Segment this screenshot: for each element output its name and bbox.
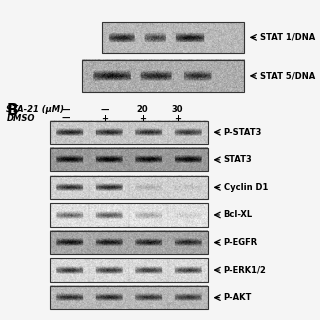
Text: +: + [139, 114, 146, 123]
Text: STAT3: STAT3 [224, 155, 252, 164]
Bar [50, 176, 208, 199]
Text: —: — [61, 105, 70, 114]
Text: STAT 1/DNA: STAT 1/DNA [260, 33, 315, 42]
Bar [50, 231, 208, 254]
Bar [102, 22, 244, 52]
Bar [50, 148, 208, 172]
Text: +: + [174, 114, 181, 123]
Text: P-EGFR: P-EGFR [224, 238, 258, 247]
Text: 20: 20 [137, 105, 148, 114]
Bar [50, 286, 208, 309]
Bar [82, 60, 244, 92]
Bar [50, 203, 208, 227]
Text: —: — [100, 105, 109, 114]
Text: P-ERK1/2: P-ERK1/2 [224, 266, 267, 275]
Text: P-STAT3: P-STAT3 [224, 128, 262, 137]
Text: Cyclin D1: Cyclin D1 [224, 183, 268, 192]
Text: Bcl-XL: Bcl-XL [224, 211, 253, 220]
Text: STA-21 (μM): STA-21 (μM) [6, 105, 65, 114]
Text: DMSO: DMSO [6, 114, 35, 123]
Text: 30: 30 [172, 105, 183, 114]
Text: —: — [61, 114, 70, 123]
Text: STAT 5/DNA: STAT 5/DNA [260, 71, 315, 80]
Text: +: + [101, 114, 108, 123]
Text: P-AKT: P-AKT [224, 293, 252, 302]
Text: B: B [6, 103, 18, 118]
Bar [50, 259, 208, 282]
Bar [50, 121, 208, 144]
